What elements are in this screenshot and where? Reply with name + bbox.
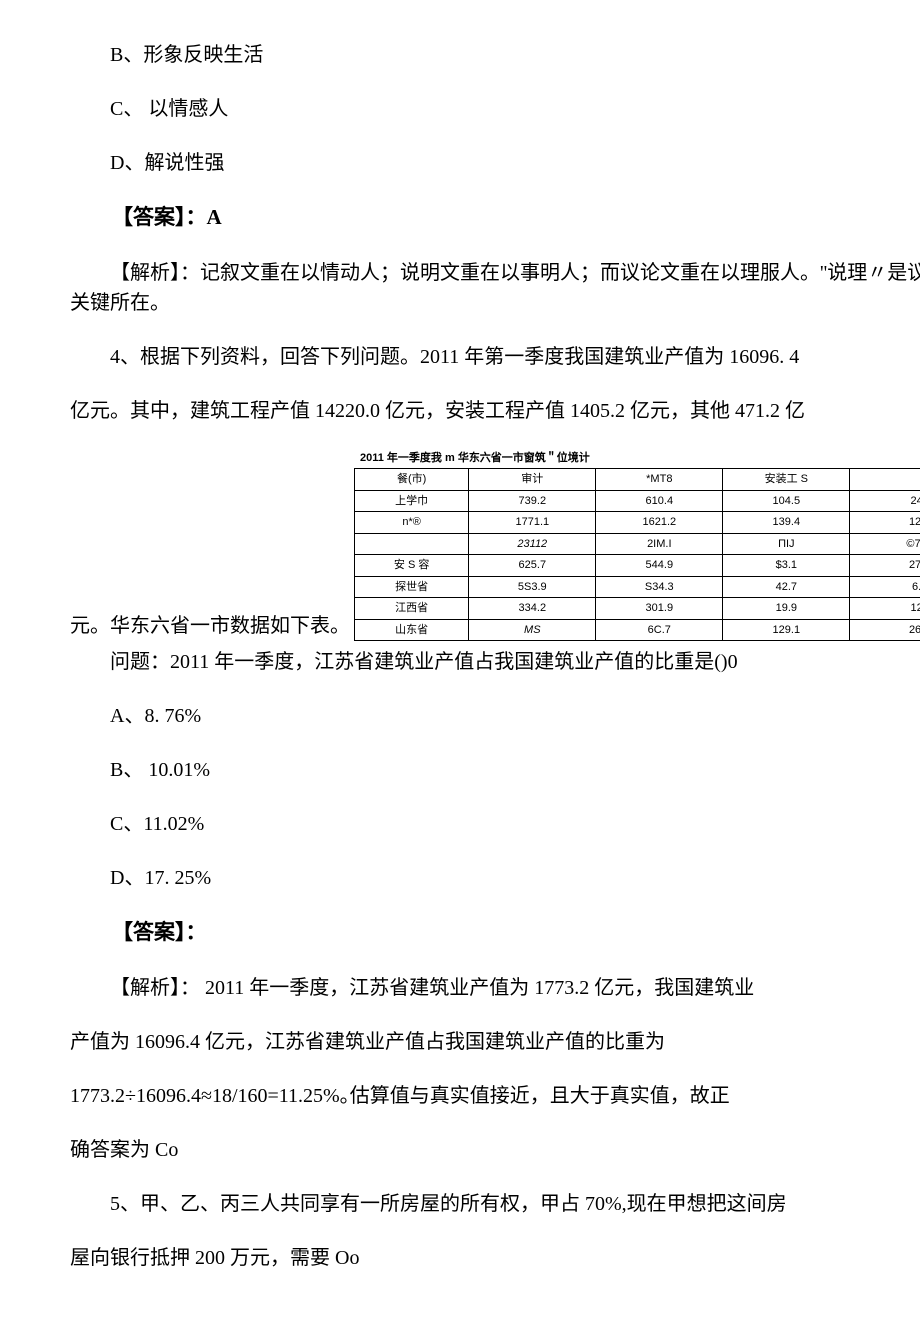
table-cell: 104.5	[723, 490, 850, 512]
table-row: 江西省334.2301.919.9124	[355, 598, 920, 620]
q4-table-area: 2011 年一季度我 m 华东六省一市窗筑＂位境计 单位:亿元 餐(市)审计*M…	[354, 450, 920, 642]
q4-analysis-l4: 确答案为 Co	[70, 1135, 920, 1165]
table-cell: 243	[850, 490, 920, 512]
q4-option-a: A、8. 76%	[70, 701, 920, 731]
table-cell: 139.4	[723, 512, 850, 534]
question-4: 4、根据下列资料，回答下列问题。2011 年第一季度我国建筑业产值为 16096…	[70, 342, 920, 1165]
table-cell: 26.7	[850, 619, 920, 641]
table-cell: MS	[469, 619, 596, 641]
q4-table-title: 2011 年一季度我 m 华东六省一市窗筑＂位境计 单位:亿元	[354, 450, 920, 469]
option-b: B、形象反映生活	[70, 40, 920, 70]
option-d: D、解说性强	[70, 148, 920, 178]
q5-line2: 屋向银行抵押 200 万元，需要 Oo	[70, 1243, 920, 1273]
table-cell: S34.3	[596, 576, 723, 598]
q4-analysis-l3: 1773.2÷16096.4≈18/160=11.25%｡估算值与真实值接近，且…	[70, 1081, 920, 1111]
table-cell: 42.7	[723, 576, 850, 598]
q4-analysis-l2: 产值为 16096.4 亿元，江苏省建筑业产值占我国建筑业产值的比重为	[70, 1027, 920, 1057]
table-cell: 1621.2	[596, 512, 723, 534]
q4-data-table: 餐(市)审计*MT8安装工 S上学巾739.2610.4104.5243n*®1…	[354, 468, 920, 641]
q5-line1: 5、甲、乙、丙三人共同享有一所房屋的所有权，甲占 70%,现在甲想把这间房	[70, 1189, 920, 1219]
table-cell: 23112	[469, 533, 596, 555]
table-cell: 5S3.9	[469, 576, 596, 598]
table-cell: 625.7	[469, 555, 596, 577]
table-row: 安 S 容625.7544.9$3.127.7	[355, 555, 920, 577]
q4-intro-line1: 4、根据下列资料，回答下列问题。2011 年第一季度我国建筑业产值为 16096…	[70, 342, 920, 372]
table-cell: 江西省	[355, 598, 469, 620]
table-cell: 27.7	[850, 555, 920, 577]
q4-option-c: C、11.02%	[70, 809, 920, 839]
table-cell: 739.2	[469, 490, 596, 512]
table-header-cell	[850, 469, 920, 491]
table-cell: 610.4	[596, 490, 723, 512]
table-cell: n*®	[355, 512, 469, 534]
table-cell: 探世省	[355, 576, 469, 598]
q4-table-lead: 元。华东六省一市数据如下表。	[70, 611, 350, 641]
table-cell: 124	[850, 598, 920, 620]
table-header-cell: 餐(市)	[355, 469, 469, 491]
q4-analysis-l1: 【解析】： 2011 年一季度，江苏省建筑业产值为 1773.2 亿元，我国建筑…	[70, 973, 920, 1003]
table-row: 231122IM.IПIJ©753	[355, 533, 920, 555]
table-cell: 1771.1	[469, 512, 596, 534]
table-cell: 334.2	[469, 598, 596, 620]
table-cell: 2IM.I	[596, 533, 723, 555]
table-cell: 上学巾	[355, 490, 469, 512]
answer-label-1: 【答案】：A	[70, 202, 920, 234]
q4-table-row: 元。华东六省一市数据如下表。 2011 年一季度我 m 华东六省一市窗筑＂位境计…	[70, 450, 920, 642]
table-cell: ©753	[850, 533, 920, 555]
table-cell: 6C.7	[596, 619, 723, 641]
q4-intro-line2: 亿元。其中，建筑工程产值 14220.0 亿元，安装工程产值 1405.2 亿元…	[70, 396, 920, 426]
option-c: C、 以情感人	[70, 94, 920, 124]
table-cell: 安 S 容	[355, 555, 469, 577]
analysis-1: 【解析】：记叙文重在以情动人；说明文重在以事明人；而议论文重在以理服人。''说理…	[70, 258, 920, 318]
q4-question: 问题：2011 年一季度，江苏省建筑业产值占我国建筑业产值的比重是()0	[70, 647, 920, 677]
table-row: 上学巾739.2610.4104.5243	[355, 490, 920, 512]
table-header-cell: 安装工 S	[723, 469, 850, 491]
table-cell: 6.9	[850, 576, 920, 598]
table-cell: 12.6	[850, 512, 920, 534]
q4-table-title-left: 2011 年一季度我 m 华东六省一市窗筑＂位境计	[360, 450, 590, 467]
table-cell: 山东省	[355, 619, 469, 641]
table-cell	[355, 533, 469, 555]
table-cell: 129.1	[723, 619, 850, 641]
table-header-cell: 审计	[469, 469, 596, 491]
table-cell: ПIJ	[723, 533, 850, 555]
table-cell: 19.9	[723, 598, 850, 620]
table-row: 探世省5S3.9S34.342.76.9	[355, 576, 920, 598]
table-header-cell: *MT8	[596, 469, 723, 491]
q4-answer-label: 【答案】：	[70, 917, 920, 949]
q4-option-d: D、17. 25%	[70, 863, 920, 893]
table-cell: 544.9	[596, 555, 723, 577]
table-cell: 301.9	[596, 598, 723, 620]
q4-option-b: B、 10.01%	[70, 755, 920, 785]
table-row: 山东省MS6C.7129.126.7	[355, 619, 920, 641]
table-row: n*®1771.11621.2139.412.6	[355, 512, 920, 534]
table-cell: $3.1	[723, 555, 850, 577]
